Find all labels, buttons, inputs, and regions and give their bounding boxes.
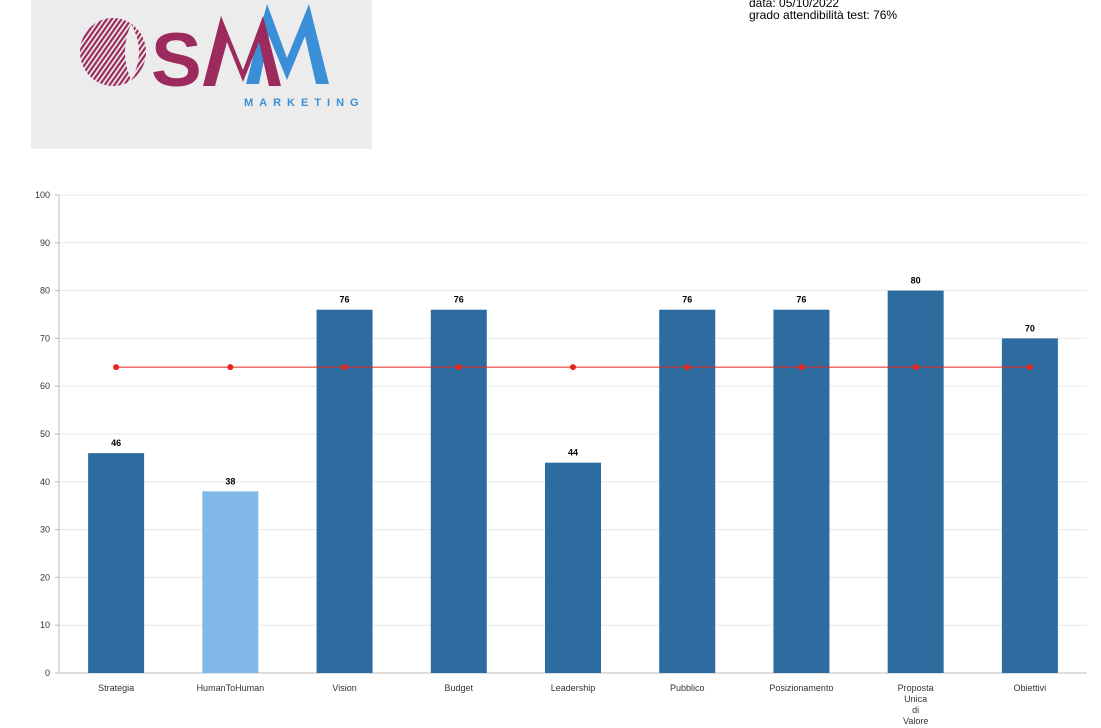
bar-8 (1001, 338, 1058, 673)
bar-5 (659, 309, 716, 673)
reference-point-6 (798, 364, 805, 371)
logo-m-front (203, 16, 281, 86)
x-tick-label: Vision (332, 683, 356, 693)
y-tick-label: 10 (40, 620, 50, 630)
data-label: 76 (682, 295, 692, 305)
bar-2 (316, 309, 373, 673)
x-tick-label: Budget (445, 683, 474, 693)
bar-7 (887, 290, 944, 673)
reference-point-2 (341, 364, 348, 371)
logo: S MARKETING (31, 0, 372, 149)
x-tick-label: Strategia (98, 683, 134, 693)
bar-3 (430, 309, 487, 673)
x-tick-label: Posizionamento (769, 683, 833, 693)
chart-bars: 46 38 76 76 44 76 76 80 70 (88, 276, 1058, 673)
reference-point-4 (570, 364, 576, 371)
reference-line (113, 364, 1033, 371)
reference-point-7 (912, 364, 919, 371)
report-date: data: 05/10/2022 (749, 0, 840, 10)
y-tick-label: 40 (40, 477, 50, 487)
bar-4 (545, 462, 601, 673)
y-tick-label: 80 (40, 286, 50, 296)
data-label: 44 (568, 448, 578, 458)
y-tick-label: 100 (35, 190, 50, 200)
logo-graphic: S (80, 4, 329, 103)
y-axis: 0 10 20 30 40 50 60 70 80 90 100 (35, 190, 60, 678)
data-label: 46 (111, 438, 121, 448)
reference-point-3 (455, 364, 462, 371)
reference-point-8 (1026, 364, 1033, 371)
bar-0 (88, 453, 145, 673)
x-axis: Strategia HumanToHuman Vision Budget Leaders… (98, 683, 1046, 726)
data-label: 76 (796, 295, 806, 305)
report-meta: data: 05/10/2022 grado attendibilità tes… (749, 0, 897, 21)
y-tick-label: 60 (40, 381, 50, 391)
logo-m-back (246, 4, 329, 84)
data-label: 76 (454, 295, 464, 305)
reference-point-0 (113, 364, 120, 371)
data-label: 76 (340, 295, 350, 305)
y-tick-label: 70 (40, 333, 50, 343)
bar-6 (773, 309, 830, 673)
reliability-score: grado attendibilità test: 76% (749, 8, 898, 22)
y-tick-label: 50 (40, 429, 50, 439)
bar-1 (202, 491, 259, 673)
x-tick-label: Obiettivi (1014, 683, 1047, 693)
x-tick-label: HumanToHuman (197, 683, 265, 693)
y-tick-label: 20 (40, 572, 50, 582)
data-label: 80 (911, 276, 921, 286)
data-label: 70 (1025, 323, 1035, 333)
x-tick-label: Proposta Unica di Valore (898, 683, 934, 726)
reference-point-5 (684, 364, 691, 371)
y-tick-label: 90 (40, 238, 50, 248)
y-tick-label: 0 (45, 668, 50, 678)
reference-point-1 (227, 364, 234, 371)
y-tick-label: 30 (40, 525, 50, 535)
x-tick-label: Leadership (551, 683, 596, 693)
logo-tagline: MARKETING (244, 97, 365, 109)
globe-icon (80, 18, 146, 86)
logo-s-letter: S (151, 18, 202, 103)
x-tick-label: Pubblico (670, 683, 705, 693)
data-label: 38 (225, 476, 235, 486)
